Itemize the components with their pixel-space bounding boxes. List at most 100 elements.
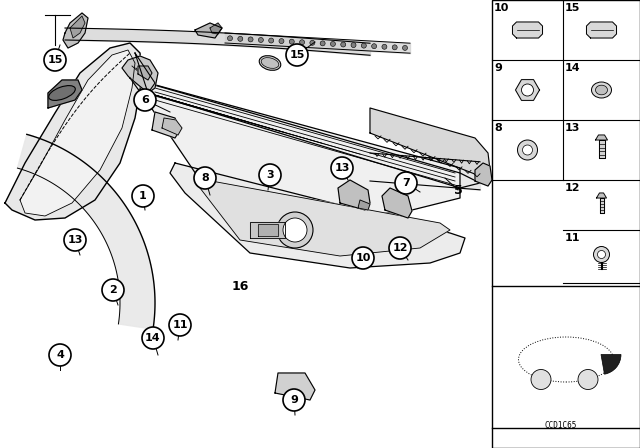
Circle shape — [522, 84, 534, 96]
Circle shape — [49, 344, 71, 366]
Polygon shape — [338, 180, 370, 210]
Circle shape — [382, 44, 387, 49]
Circle shape — [283, 389, 305, 411]
Circle shape — [392, 45, 397, 50]
Polygon shape — [63, 13, 88, 48]
Text: 16: 16 — [231, 280, 249, 293]
Text: CCD1C65: CCD1C65 — [545, 421, 577, 430]
Text: 11: 11 — [565, 233, 580, 243]
Circle shape — [320, 41, 325, 46]
Polygon shape — [258, 224, 278, 236]
Polygon shape — [152, 112, 180, 138]
Wedge shape — [601, 354, 621, 374]
Circle shape — [134, 89, 156, 111]
Polygon shape — [210, 23, 222, 34]
Text: 15: 15 — [565, 3, 580, 13]
Ellipse shape — [595, 85, 607, 95]
Text: 13: 13 — [565, 123, 580, 133]
Circle shape — [283, 218, 307, 242]
Ellipse shape — [259, 56, 281, 70]
Text: 13: 13 — [334, 163, 349, 173]
Text: 8: 8 — [494, 123, 502, 133]
Text: 6: 6 — [141, 95, 149, 105]
Ellipse shape — [518, 337, 614, 382]
Text: 4: 4 — [56, 350, 64, 360]
Circle shape — [269, 38, 274, 43]
Text: 8: 8 — [201, 173, 209, 183]
Bar — [492, 0, 640, 448]
Circle shape — [372, 44, 376, 49]
Polygon shape — [275, 373, 315, 400]
Polygon shape — [135, 53, 155, 93]
Polygon shape — [170, 163, 465, 268]
Circle shape — [598, 250, 605, 258]
Circle shape — [518, 140, 538, 160]
Circle shape — [331, 157, 353, 179]
Polygon shape — [475, 163, 492, 186]
Polygon shape — [195, 23, 222, 38]
Polygon shape — [5, 43, 142, 220]
Polygon shape — [130, 78, 460, 213]
Circle shape — [351, 43, 356, 47]
Ellipse shape — [49, 86, 76, 100]
Circle shape — [132, 185, 154, 207]
Text: 15: 15 — [289, 50, 305, 60]
Text: 9: 9 — [494, 63, 502, 73]
Polygon shape — [595, 135, 607, 140]
Circle shape — [403, 45, 408, 51]
Polygon shape — [195, 178, 450, 256]
Polygon shape — [122, 56, 158, 93]
Text: 14: 14 — [145, 333, 161, 343]
Text: 3: 3 — [266, 170, 274, 180]
Polygon shape — [598, 140, 605, 158]
Polygon shape — [515, 80, 540, 100]
Text: 12: 12 — [565, 183, 580, 193]
Polygon shape — [138, 66, 152, 80]
Circle shape — [300, 40, 305, 45]
Circle shape — [531, 370, 551, 389]
Circle shape — [259, 38, 264, 43]
Polygon shape — [382, 188, 412, 218]
Circle shape — [522, 145, 532, 155]
Text: 5: 5 — [454, 184, 462, 197]
Circle shape — [279, 39, 284, 43]
Text: 10: 10 — [355, 253, 371, 263]
Circle shape — [194, 167, 216, 189]
Polygon shape — [17, 134, 155, 329]
Circle shape — [238, 36, 243, 41]
Circle shape — [352, 247, 374, 269]
Polygon shape — [600, 198, 604, 213]
Polygon shape — [20, 50, 135, 216]
Polygon shape — [513, 22, 543, 38]
Circle shape — [330, 41, 335, 47]
Circle shape — [289, 39, 294, 44]
Circle shape — [259, 164, 281, 186]
Polygon shape — [162, 118, 182, 135]
Circle shape — [227, 36, 232, 41]
Circle shape — [286, 44, 308, 66]
Polygon shape — [48, 80, 82, 108]
Text: 7: 7 — [402, 178, 410, 188]
Text: 10: 10 — [494, 3, 509, 13]
Circle shape — [102, 279, 124, 301]
Polygon shape — [250, 222, 285, 238]
Circle shape — [310, 40, 315, 45]
Ellipse shape — [261, 58, 279, 69]
Text: 11: 11 — [172, 320, 188, 330]
Text: 12: 12 — [392, 243, 408, 253]
Circle shape — [593, 246, 609, 263]
Circle shape — [277, 212, 313, 248]
Circle shape — [142, 327, 164, 349]
Polygon shape — [130, 78, 480, 188]
Ellipse shape — [591, 82, 611, 98]
Circle shape — [578, 370, 598, 389]
Circle shape — [362, 43, 366, 48]
Text: 9: 9 — [290, 395, 298, 405]
Circle shape — [389, 237, 411, 259]
Circle shape — [524, 294, 546, 316]
Circle shape — [64, 229, 86, 251]
Circle shape — [248, 37, 253, 42]
Text: 2: 2 — [109, 285, 117, 295]
Text: 15: 15 — [527, 300, 543, 310]
Polygon shape — [70, 16, 85, 38]
